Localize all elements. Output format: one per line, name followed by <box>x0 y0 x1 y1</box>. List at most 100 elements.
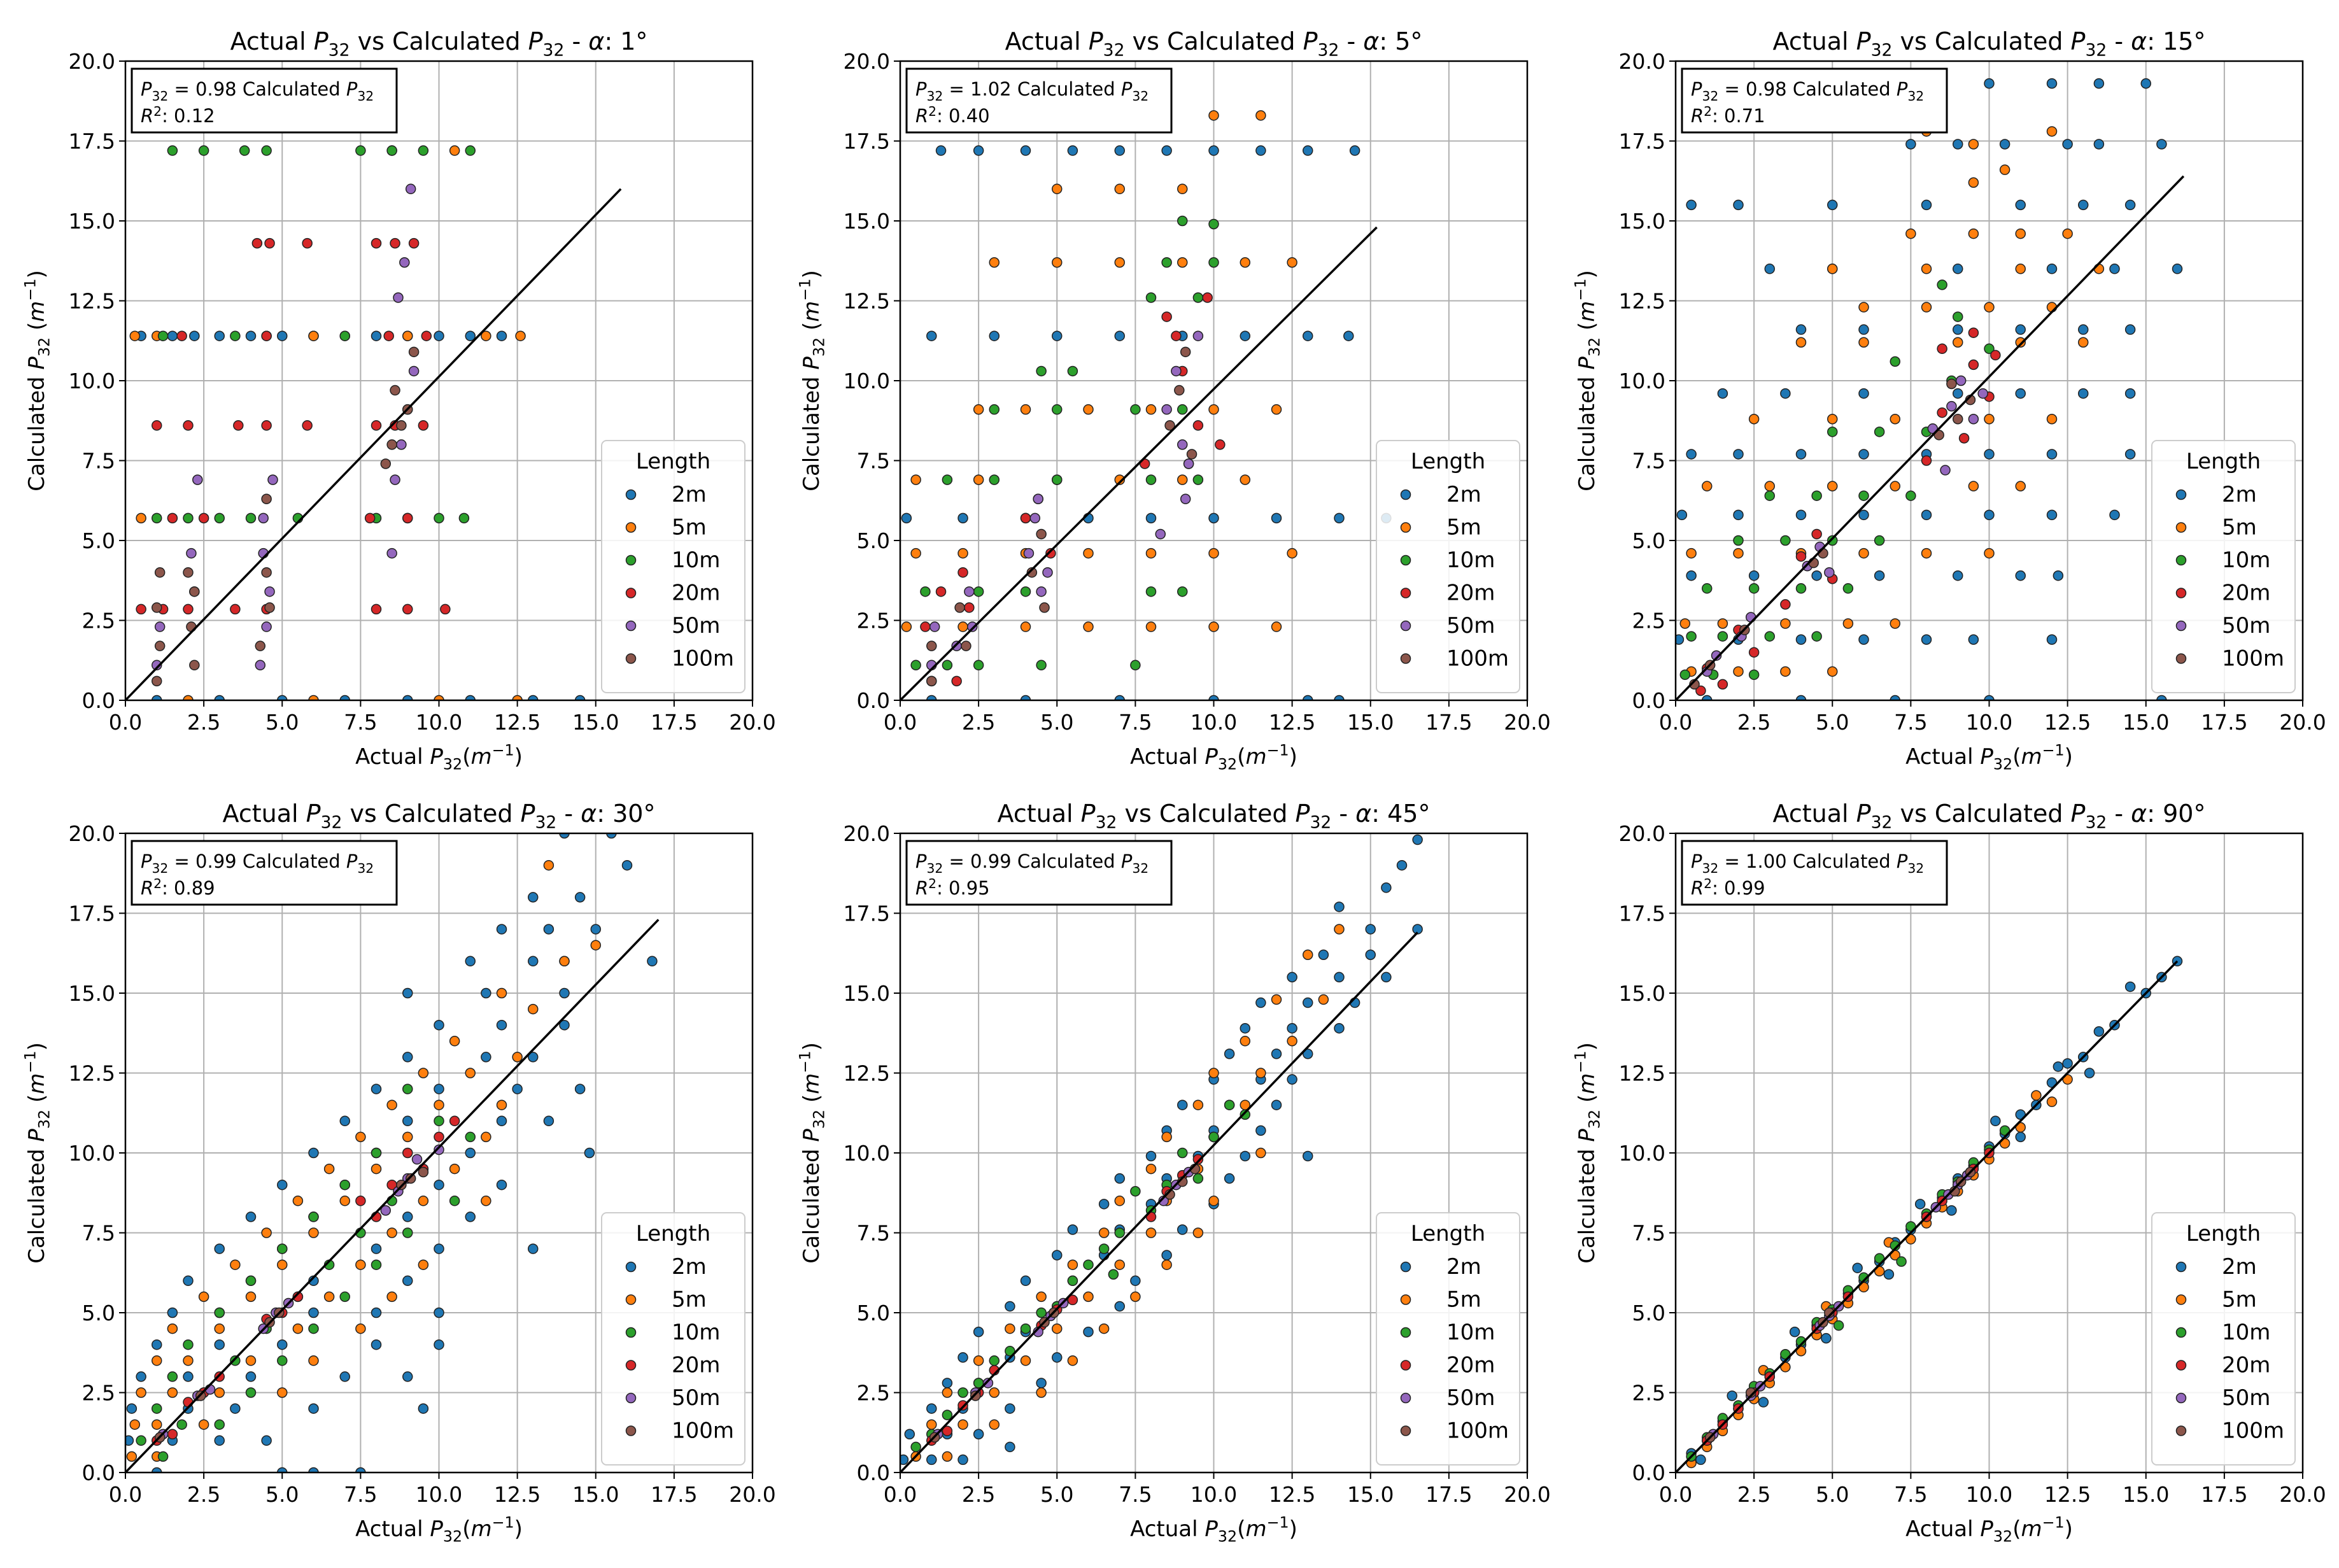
data-point-2m <box>2053 570 2064 581</box>
data-point-5m <box>1145 1227 1157 1238</box>
data-point-5m <box>1748 413 1760 425</box>
data-point-10m <box>1827 427 1838 437</box>
data-point-20m <box>198 512 209 524</box>
data-point-2m <box>1303 330 1313 341</box>
x-tick-label: 0.0 <box>1659 1482 1692 1507</box>
annotation-box <box>1681 840 1948 906</box>
data-point-2m <box>1161 145 1172 156</box>
fit-line <box>125 919 660 1473</box>
data-point-10m <box>1130 660 1141 671</box>
data-point-5m <box>496 987 507 999</box>
data-point-50m <box>1177 439 1188 450</box>
x-tick-label: 5.0 <box>1816 1482 1849 1507</box>
data-point-20m <box>1717 679 1728 690</box>
data-point-2m <box>1177 1224 1188 1235</box>
data-point-20m <box>183 604 194 615</box>
data-point-2m <box>1303 1049 1313 1059</box>
data-point-20m <box>167 1429 178 1440</box>
data-point-10m <box>339 330 350 341</box>
data-point-10m <box>1098 1243 1110 1254</box>
legend-marker-5m <box>1400 522 1411 533</box>
data-point-2m <box>1717 388 1728 399</box>
data-point-2m <box>1052 1352 1063 1363</box>
chart-panel-2: 0.0 2.5 5.0 7.5 10.0 12.5 15.0 17.5 20.0 0.0 2.5 5.… <box>796 27 1550 773</box>
data-point-2m <box>1686 570 1697 581</box>
data-point-50m <box>1033 493 1043 504</box>
data-point-2m <box>958 1454 968 1466</box>
x-tick-label: 2.5 <box>187 1482 220 1507</box>
data-layer <box>125 145 622 700</box>
data-point-2m <box>2015 388 2026 399</box>
data-point-5m <box>1020 404 1031 415</box>
data-point-10m <box>1177 586 1188 597</box>
data-point-50m <box>390 474 400 485</box>
data-point-10m <box>989 404 1000 415</box>
data-point-5m <box>2015 481 2026 491</box>
data-point-5m <box>1114 183 1125 195</box>
data-point-2m <box>1255 1125 1266 1136</box>
data-point-10m <box>1020 586 1031 597</box>
data-point-5m <box>989 1387 1000 1398</box>
data-point-2m <box>958 1352 968 1363</box>
chart-panel-5: 0.0 2.5 5.0 7.5 10.0 12.5 15.0 17.5 20.0 0.0 2.5 5.… <box>796 800 1550 1546</box>
data-point-20m <box>935 586 947 597</box>
x-tick-label: 5.0 <box>1816 710 1849 735</box>
data-point-5m <box>355 1259 366 1270</box>
x-tick-label: 20.0 <box>729 710 775 735</box>
x-tick-label: 10.0 <box>416 710 462 735</box>
x-tick-label: 10.0 <box>1966 1482 2012 1507</box>
data-point-20m <box>1192 420 1204 431</box>
data-point-50m <box>258 512 269 524</box>
data-point-2m <box>434 330 444 341</box>
legend-box <box>601 440 746 693</box>
data-point-5m <box>386 1227 397 1238</box>
x-tick-label: 2.5 <box>1737 710 1770 735</box>
x-tick-label: 5.0 <box>1040 1482 1073 1507</box>
x-tick-label: 15.0 <box>572 1482 619 1507</box>
data-point-2m <box>2156 695 2167 700</box>
legend-label-5m: 5m <box>672 1287 707 1313</box>
fit-line <box>900 226 1378 700</box>
data-point-2m <box>1005 1441 1015 1453</box>
data-point-2m <box>277 1179 288 1190</box>
x-axis-label: Actual P32(m−1) <box>1905 1513 2073 1545</box>
data-point-50m <box>1171 365 1182 377</box>
data-point-10m <box>239 145 250 156</box>
y-tick-label: 0.0 <box>1632 688 1665 713</box>
data-point-10m <box>465 145 476 156</box>
data-point-10m <box>308 1323 319 1334</box>
data-point-50m <box>255 660 266 671</box>
x-tick-label: 2.5 <box>187 710 220 735</box>
data-point-2m <box>1020 145 1031 156</box>
data-point-100m <box>954 602 965 613</box>
data-point-100m <box>380 458 392 469</box>
fit-line <box>1676 175 2185 700</box>
data-point-50m <box>405 183 416 195</box>
data-point-10m <box>1177 404 1188 415</box>
data-point-5m <box>1020 621 1031 632</box>
x-tick-label: 5.0 <box>1040 710 1073 735</box>
legend-label-100m: 100m <box>1446 1418 1509 1444</box>
data-point-10m <box>339 1179 350 1190</box>
legend-label-50m: 50m <box>1446 613 1495 639</box>
legend-label-100m: 100m <box>672 1418 734 1444</box>
data-point-5m <box>214 1387 225 1398</box>
data-point-20m <box>1748 647 1760 658</box>
data-point-2m <box>606 833 617 839</box>
data-point-10m <box>942 660 953 671</box>
legend: Length 2m 5m 10m 20m 50m 100m <box>601 1212 746 1466</box>
legend: Length 2m 5m 10m 20m 50m 100m <box>1376 1212 1520 1466</box>
data-point-2m <box>1984 78 1995 89</box>
data-point-2m <box>1365 949 1376 961</box>
legend-marker-10m <box>1400 1327 1411 1338</box>
data-point-100m <box>970 1390 981 1401</box>
data-point-5m <box>1679 618 1691 629</box>
legend-marker-2m <box>625 489 637 500</box>
data-point-2m <box>2015 199 2026 211</box>
data-point-2m <box>371 1339 382 1350</box>
data-point-10m <box>183 1339 194 1350</box>
data-point-2m <box>1412 834 1423 845</box>
data-point-5m <box>1842 618 1854 629</box>
data-point-5m <box>292 1196 304 1206</box>
data-point-2m <box>1334 901 1345 912</box>
